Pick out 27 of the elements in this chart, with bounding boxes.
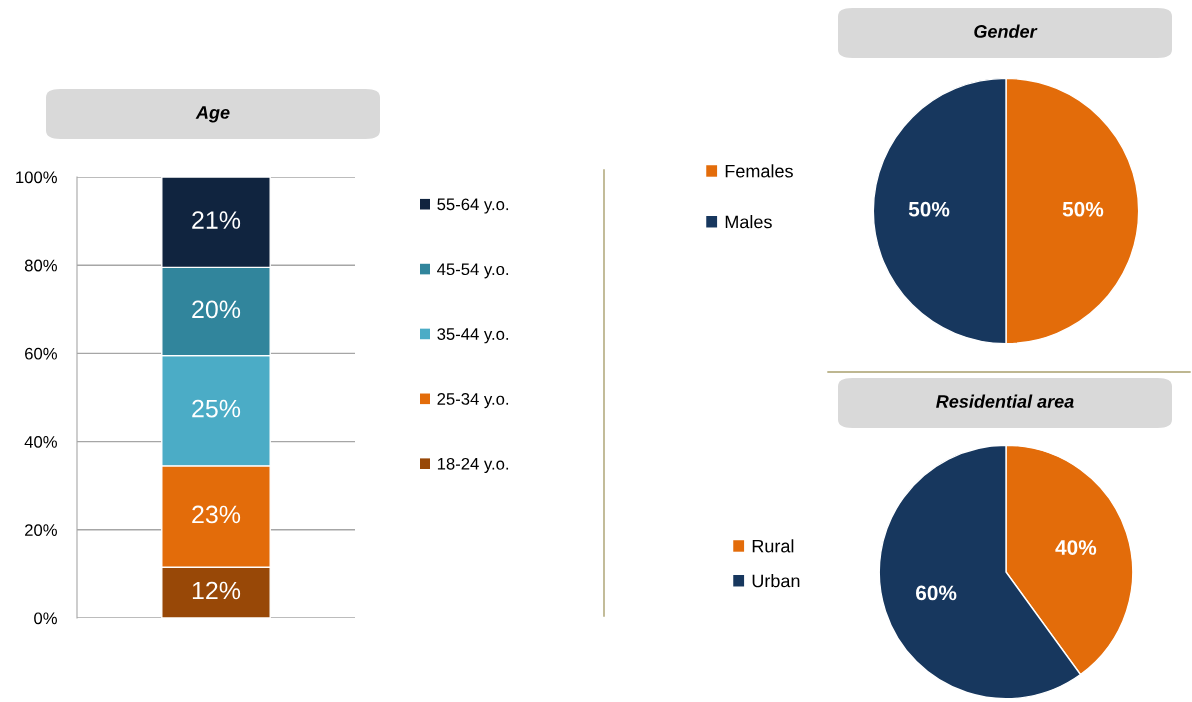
data-label: 50%	[1062, 201, 1104, 217]
data-label: 60%	[916, 585, 957, 601]
chart-title: Age	[195, 106, 230, 123]
legend-label: 35-44 y.o.	[437, 328, 509, 344]
data-label: 21%	[192, 211, 241, 229]
y-tick-label: 80%	[24, 259, 57, 272]
legend-label: 25-34 y.o.	[437, 393, 509, 409]
y-tick-label: 40%	[24, 436, 57, 448]
legend-label: Rural	[752, 539, 794, 553]
y-tick-label: 60%	[25, 347, 57, 360]
legend-label: Urban	[752, 574, 800, 588]
data-label: 40%	[1055, 540, 1097, 555]
legend-label: Females	[725, 164, 793, 178]
y-tick-label: 20%	[25, 524, 57, 536]
chart-title: Residential area	[936, 394, 1074, 408]
chart-title: Gender	[974, 24, 1038, 38]
data-label: 25%	[192, 399, 241, 418]
legend-label: 18-24 y.o.	[437, 457, 509, 474]
data-label: 20%	[192, 300, 241, 319]
legend-label: Males	[725, 215, 772, 229]
y-tick-label: 100%	[16, 171, 57, 184]
legend-label: 45-54 y.o.	[437, 263, 509, 279]
data-label: 23%	[192, 505, 241, 524]
y-tick-label: 0%	[34, 612, 57, 625]
data-label: 50%	[908, 201, 950, 217]
data-label: 12%	[192, 581, 241, 600]
legend-label: 55-64 y.o.	[437, 198, 509, 214]
